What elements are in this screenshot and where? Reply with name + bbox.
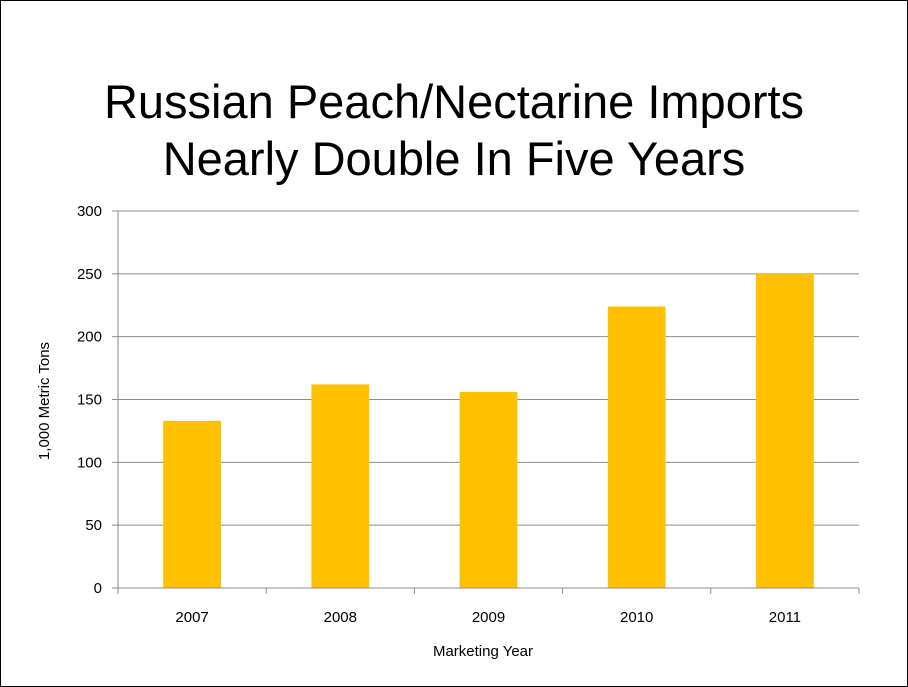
- chart-title-line-1: Russian Peach/Nectarine Imports: [103, 75, 805, 128]
- bar-2008: [311, 384, 370, 588]
- y-tick-labels: 0 50 100 150 200 250 300: [77, 203, 102, 597]
- x-tick-labels: 2007 2008 2009 2010 2011: [175, 609, 801, 626]
- y-tick-label: 250: [77, 266, 102, 283]
- y-tick-label: 100: [77, 454, 102, 471]
- x-tick-label: 2008: [324, 609, 357, 626]
- y-tick-label: 0: [94, 580, 102, 597]
- bar-2011: [756, 273, 814, 588]
- chart-title-line-2: Nearly Double In Five Years: [162, 132, 746, 185]
- axes: [117, 211, 860, 594]
- x-tick-label: 2007: [175, 609, 208, 626]
- y-tick-label: 50: [85, 517, 102, 534]
- x-axis-label: Marketing Year: [433, 643, 533, 660]
- y-tick-label: 300: [77, 203, 102, 220]
- chart-title: Russian Peach/Nectarine Imports Nearly D…: [1, 73, 907, 187]
- x-tick-label: 2011: [769, 609, 801, 626]
- y-tick-label: 200: [77, 329, 102, 346]
- bars: [163, 273, 814, 588]
- bar-2009: [459, 391, 518, 588]
- bar-2010: [607, 306, 666, 588]
- y-axis-label: 1,000 Metric Tons: [36, 342, 53, 460]
- bar-2007: [163, 420, 221, 588]
- x-tick-label: 2009: [472, 609, 505, 626]
- y-tick-label: 150: [77, 392, 102, 409]
- gridlines: [112, 210, 859, 589]
- x-tick-label: 2010: [620, 609, 653, 626]
